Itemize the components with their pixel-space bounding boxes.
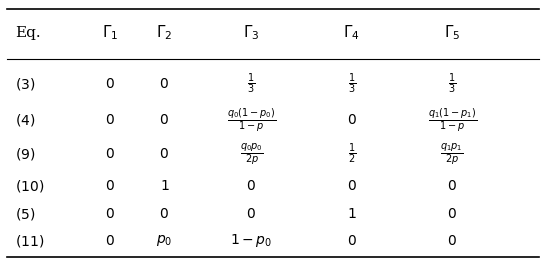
Text: $0$: $0$	[159, 147, 169, 161]
Text: $\Gamma_4$: $\Gamma_4$	[343, 23, 360, 42]
Text: $(5)$: $(5)$	[15, 206, 35, 222]
Text: $\Gamma_2$: $\Gamma_2$	[156, 23, 173, 42]
Text: $0$: $0$	[105, 77, 115, 91]
Text: $\frac{1}{3}$: $\frac{1}{3}$	[247, 72, 256, 96]
Text: $p_0$: $p_0$	[156, 233, 173, 248]
Text: $\frac{q_0(1-p_0)}{1-p}$: $\frac{q_0(1-p_0)}{1-p}$	[227, 106, 276, 134]
Text: $\frac{q_1(1-p_1)}{1-p}$: $\frac{q_1(1-p_1)}{1-p}$	[428, 106, 477, 134]
Text: $\Gamma_1$: $\Gamma_1$	[102, 23, 118, 42]
Text: $0$: $0$	[347, 178, 357, 192]
Text: $0$: $0$	[105, 207, 115, 221]
Text: $1-p_0$: $1-p_0$	[230, 232, 272, 249]
Text: $(4)$: $(4)$	[15, 112, 35, 128]
Text: $0$: $0$	[105, 178, 115, 192]
Text: $0$: $0$	[347, 234, 357, 248]
Text: $\frac{q_0 p_0}{2p}$: $\frac{q_0 p_0}{2p}$	[240, 141, 263, 167]
Text: $0$: $0$	[159, 77, 169, 91]
Text: $\frac{1}{3}$: $\frac{1}{3}$	[348, 72, 356, 96]
Text: $1$: $1$	[347, 207, 357, 221]
Text: $\frac{1}{2}$: $\frac{1}{2}$	[348, 142, 356, 166]
Text: Eq.: Eq.	[15, 26, 40, 40]
Text: $\frac{1}{3}$: $\frac{1}{3}$	[448, 72, 456, 96]
Text: $0$: $0$	[447, 178, 457, 192]
Text: $0$: $0$	[246, 207, 256, 221]
Text: $(9)$: $(9)$	[15, 146, 35, 162]
Text: $(3)$: $(3)$	[15, 76, 35, 92]
Text: $0$: $0$	[159, 207, 169, 221]
Text: $0$: $0$	[447, 207, 457, 221]
Text: $(11)$: $(11)$	[15, 233, 44, 249]
Text: $0$: $0$	[246, 178, 256, 192]
Text: $0$: $0$	[447, 234, 457, 248]
Text: $0$: $0$	[105, 147, 115, 161]
Text: $1$: $1$	[159, 178, 169, 192]
Text: $\Gamma_3$: $\Gamma_3$	[243, 23, 259, 42]
Text: $0$: $0$	[347, 113, 357, 127]
Text: $0$: $0$	[105, 113, 115, 127]
Text: $0$: $0$	[105, 234, 115, 248]
Text: $0$: $0$	[159, 113, 169, 127]
Text: $(10)$: $(10)$	[15, 178, 44, 194]
Text: $\frac{q_1 p_1}{2p}$: $\frac{q_1 p_1}{2p}$	[441, 141, 464, 167]
Text: $\Gamma_5$: $\Gamma_5$	[444, 23, 460, 42]
